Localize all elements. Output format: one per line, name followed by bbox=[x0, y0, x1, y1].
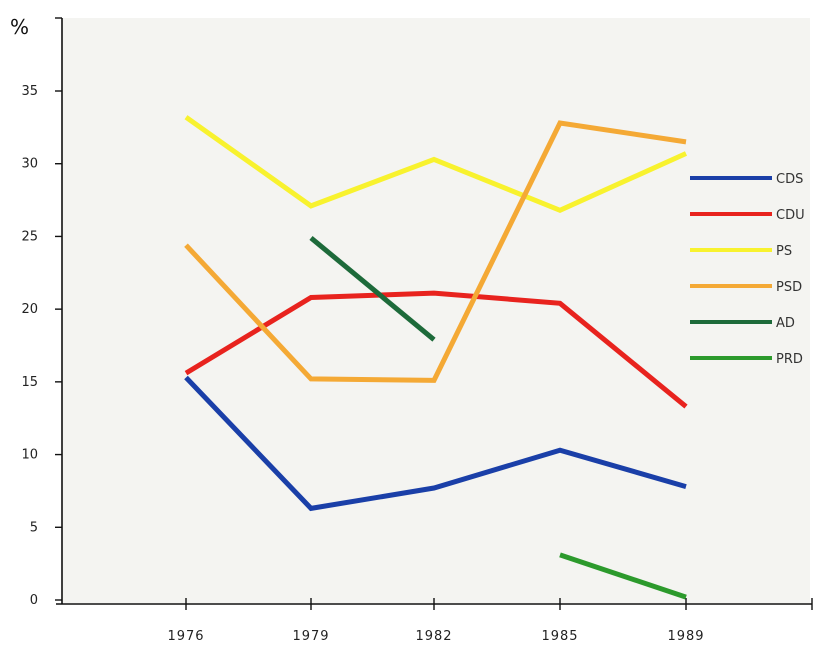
y-tick-label: 0 bbox=[30, 593, 38, 608]
y-tick-label: 5 bbox=[30, 520, 38, 535]
plot-background bbox=[62, 18, 810, 603]
y-tick-label: 15 bbox=[21, 375, 38, 390]
y-tick-label: 10 bbox=[21, 448, 38, 463]
legend-label-ps: PS bbox=[776, 244, 792, 259]
x-tick-label: 1982 bbox=[415, 629, 452, 644]
x-tick-label: 1976 bbox=[167, 629, 204, 644]
series-line-psd bbox=[184, 120, 687, 383]
series-lines bbox=[184, 115, 688, 600]
series-line-ps bbox=[184, 115, 688, 214]
legend-label-cdu: CDU bbox=[776, 208, 805, 223]
legend-label-prd: PRD bbox=[776, 352, 803, 367]
x-tick-label: 1985 bbox=[541, 629, 578, 644]
y-tick-label: 35 bbox=[21, 84, 38, 99]
legend-label-ad: AD bbox=[776, 316, 795, 331]
y-tick-label: 25 bbox=[21, 229, 38, 244]
x-tick-label: 1989 bbox=[667, 629, 704, 644]
series-line-cds bbox=[184, 375, 687, 512]
y-unit-label: % bbox=[10, 15, 29, 39]
x-tick-label: 1979 bbox=[292, 629, 329, 644]
legend: CDS CDU PS PSD AD PRD bbox=[690, 172, 805, 367]
y-tick-label: 20 bbox=[21, 302, 38, 317]
y-tick-label: 30 bbox=[21, 157, 38, 172]
legend-label-cds: CDS bbox=[776, 172, 803, 187]
series-line-prd bbox=[559, 552, 687, 600]
legend-label-psd: PSD bbox=[776, 280, 802, 295]
series-line-cdu bbox=[184, 290, 688, 409]
series-line-ad bbox=[309, 235, 436, 342]
axes: 0 5 10 15 20 25 30 35 1976 1979 1982 1985 1989 bbox=[21, 17, 813, 644]
